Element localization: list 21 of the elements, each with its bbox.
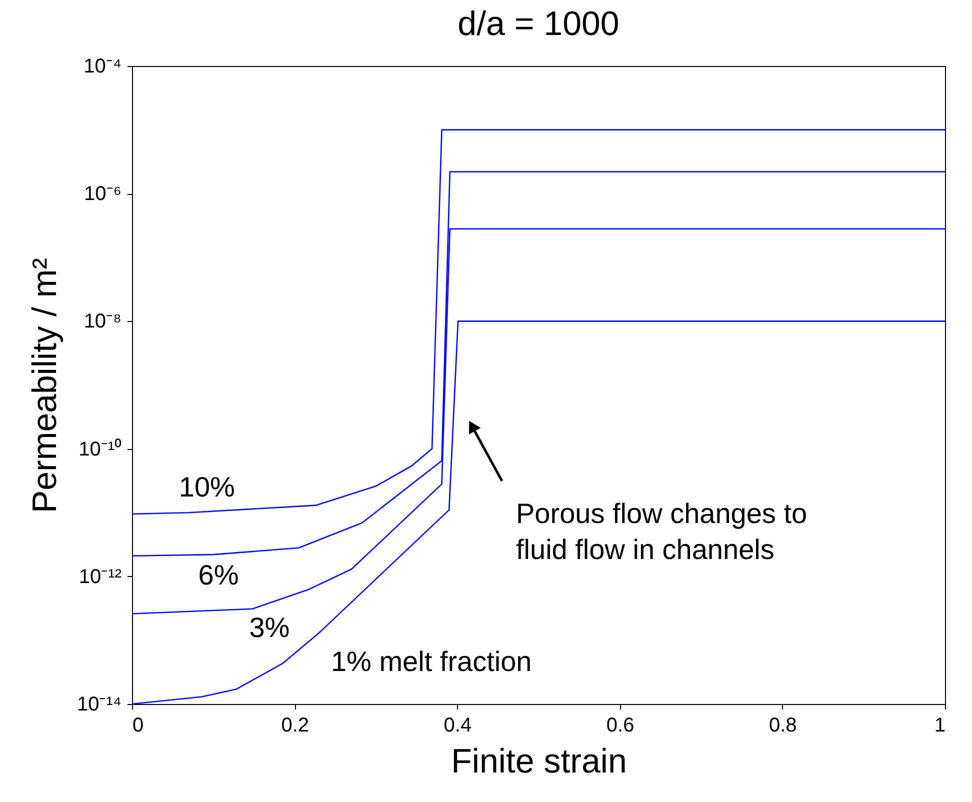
- series-label: 6%: [198, 560, 239, 591]
- y-tick-label: 10⁻⁶: [84, 183, 122, 206]
- x-tick-label: 0.8: [768, 714, 797, 736]
- chart-title: d/a = 1000: [458, 5, 620, 43]
- x-tick-label: 0: [132, 714, 144, 736]
- y-tick-label: 10⁻¹⁴: [77, 694, 122, 716]
- x-tick-label: 0.2: [281, 714, 310, 736]
- series-label: 3%: [249, 612, 290, 644]
- y-tick-label: 10⁻⁸: [84, 310, 122, 333]
- y-tick-label: 10⁻¹²: [78, 566, 122, 588]
- line-series: [131, 320, 946, 705]
- x-tick-label: 1: [934, 714, 946, 736]
- x-tick-label: 0.4: [444, 714, 472, 736]
- series-label: 10%: [178, 472, 235, 503]
- y-axis-title: Permeability / m²: [26, 258, 64, 514]
- series-label: 1% melt fraction: [330, 646, 532, 677]
- x-axis-title: Finite strain: [451, 742, 627, 780]
- y-tick-label: 10⁻⁴: [84, 56, 122, 78]
- y-tick-label: 10⁻¹⁰: [78, 437, 122, 460]
- annotation: Porous flow changes to fluid flow in channels: [516, 498, 808, 565]
- x-tick-label: 0.6: [606, 714, 634, 736]
